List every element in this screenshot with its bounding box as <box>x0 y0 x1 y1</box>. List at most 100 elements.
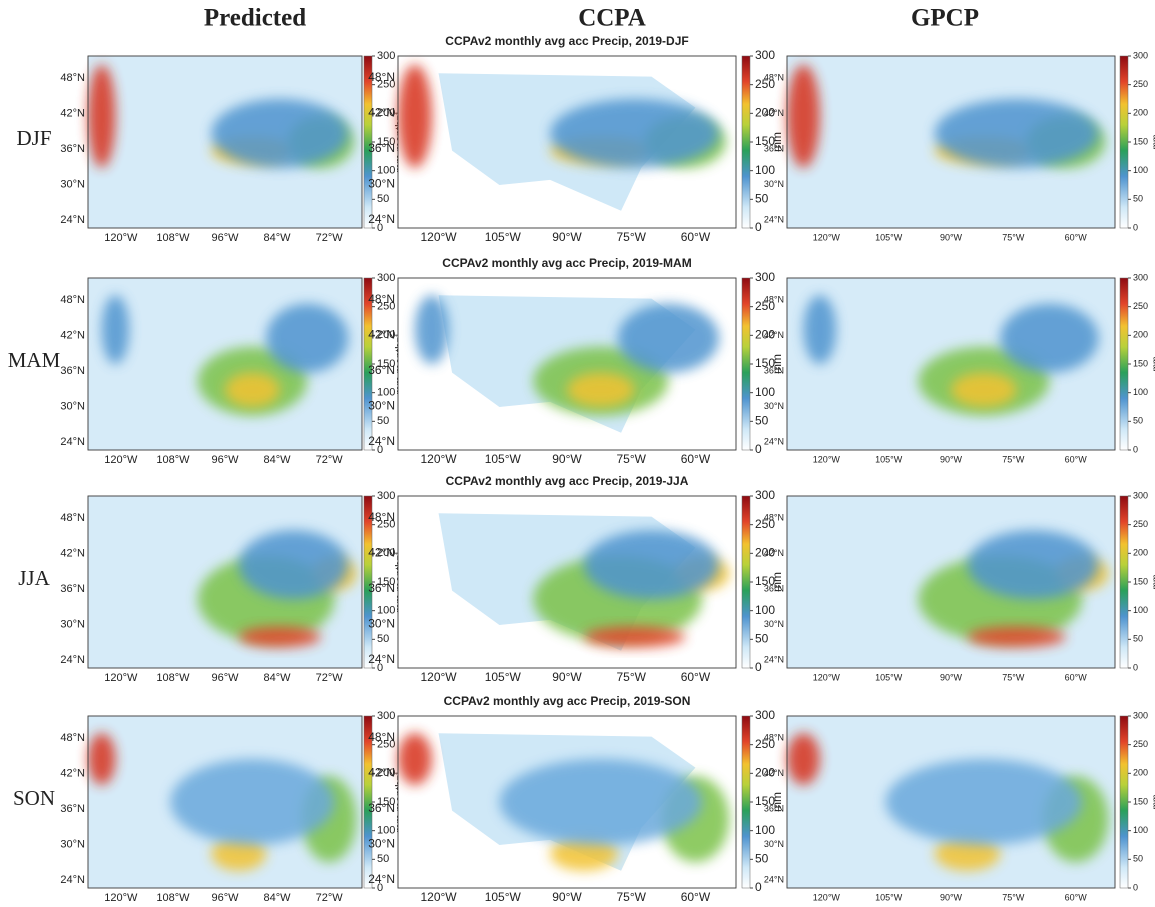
precip-area <box>885 759 1082 845</box>
lon-tick-label: 108°W <box>156 672 190 684</box>
lat-tick-label: 24°N <box>764 214 784 224</box>
lat-tick-label: 30°N <box>60 400 85 412</box>
map <box>787 716 1115 888</box>
precip-area <box>584 627 685 648</box>
precip-area <box>967 627 1065 648</box>
lon-tick-label: 75°W <box>616 670 646 684</box>
lat-tick-label: 48°N <box>60 294 85 306</box>
lat-tick-label: 24°N <box>368 652 395 666</box>
lat-tick-label: 30°N <box>764 179 784 189</box>
colorbar-tick-label: 300 <box>755 708 775 722</box>
lat-tick-label: 42°N <box>764 330 784 340</box>
lon-tick-label: 84°W <box>264 454 292 466</box>
lon-tick-label: 120°W <box>104 892 138 904</box>
lat-tick-label: 42°N <box>60 767 85 779</box>
lon-tick-label: 120°W <box>104 232 138 244</box>
lat-tick-label: 36°N <box>764 803 784 813</box>
colorbar-tick-label: 250 <box>1133 301 1148 311</box>
lat-tick-label: 42°N <box>368 766 395 780</box>
lat-tick-label: 48°N <box>764 294 784 304</box>
lon-tick-label: 96°W <box>211 672 239 684</box>
lon-tick-label: 90°W <box>940 232 963 242</box>
lon-tick-label: 105°W <box>875 892 903 902</box>
lon-tick-label: 84°W <box>264 672 292 684</box>
map <box>398 278 736 450</box>
precip-area <box>550 99 719 168</box>
lat-tick-label: 42°N <box>368 328 395 342</box>
lon-tick-label: 108°W <box>156 892 190 904</box>
lon-tick-label: 90°W <box>940 672 963 682</box>
lon-tick-label: 105°W <box>875 454 903 464</box>
colorbar-tick-label: 0 <box>755 880 762 894</box>
lat-tick-label: 48°N <box>60 512 85 524</box>
lon-tick-label: 75°W <box>1002 232 1025 242</box>
lon-tick-label: 120°W <box>420 230 457 244</box>
colorbar-tick-label: 0 <box>1133 662 1138 672</box>
row-label: SON <box>13 786 55 810</box>
lon-tick-label: 120°W <box>420 452 457 466</box>
lon-tick-label: 105°W <box>485 670 522 684</box>
colorbar-tick-label: 200 <box>1133 108 1148 118</box>
lat-tick-label: 36°N <box>764 583 784 593</box>
lat-tick-label: 48°N <box>60 72 85 84</box>
row-label: JJA <box>18 566 50 590</box>
lat-tick-label: 36°N <box>368 141 395 155</box>
lat-tick-label: 30°N <box>368 837 395 851</box>
colorbar-tick-label: 50 <box>755 632 769 646</box>
precip-area <box>266 304 348 373</box>
lon-tick-label: 60°W <box>681 230 711 244</box>
lat-tick-label: 30°N <box>764 619 784 629</box>
colorbar <box>1120 716 1128 888</box>
colorbar-tick-label: 100 <box>1133 387 1148 397</box>
lon-tick-label: 60°W <box>1065 232 1088 242</box>
column-title: Predicted <box>204 5 306 32</box>
lat-tick-label: 30°N <box>764 839 784 849</box>
lat-tick-label: 36°N <box>764 143 784 153</box>
lat-tick-label: 42°N <box>368 106 395 120</box>
colorbar-tick-label: 100 <box>755 823 775 837</box>
precip-area <box>584 530 719 599</box>
lon-tick-label: 90°W <box>552 452 582 466</box>
lon-tick-label: 108°W <box>156 454 190 466</box>
colorbar-tick-label: 100 <box>377 387 395 399</box>
precip-area <box>787 733 820 785</box>
row-label: MAM <box>8 348 61 372</box>
lat-tick-label: 48°N <box>764 512 784 522</box>
lon-tick-label: 72°W <box>316 232 344 244</box>
colorbar-tick-label: 100 <box>1133 605 1148 615</box>
map <box>398 716 736 888</box>
map <box>787 56 1115 228</box>
lon-tick-label: 75°W <box>1002 892 1025 902</box>
colorbar-label: mm <box>1150 795 1155 810</box>
precip-area <box>102 295 129 364</box>
lat-tick-label: 42°N <box>764 108 784 118</box>
precip-area <box>225 373 280 407</box>
colorbar <box>742 716 750 888</box>
lat-tick-label: 36°N <box>60 583 85 595</box>
colorbar-tick-label: 300 <box>377 50 395 62</box>
lon-tick-label: 60°W <box>1065 892 1088 902</box>
map <box>398 496 736 668</box>
colorbar-tick-label: 0 <box>1133 444 1138 454</box>
colorbar-tick-label: 0 <box>755 442 762 456</box>
colorbar-tick-label: 300 <box>1133 490 1148 500</box>
lat-tick-label: 30°N <box>764 401 784 411</box>
lon-tick-label: 105°W <box>875 232 903 242</box>
lon-tick-label: 105°W <box>485 230 522 244</box>
colorbar-tick-label: 100 <box>755 163 775 177</box>
lat-tick-label: 48°N <box>764 732 784 742</box>
row-label: DJF <box>16 126 51 150</box>
colorbar-tick-label: 100 <box>1133 825 1148 835</box>
colorbar-tick-label: 150 <box>1133 796 1148 806</box>
colorbar-tick-label: 50 <box>755 414 769 428</box>
lon-tick-label: 120°W <box>420 670 457 684</box>
colorbar-tick-label: 0 <box>755 220 762 234</box>
precip-area <box>567 373 635 407</box>
panel-title: CCPAv2 monthly avg acc Precip, 2019-MAM <box>442 256 691 270</box>
colorbar-tick-label: 300 <box>377 272 395 284</box>
precip-area <box>239 530 349 599</box>
lon-tick-label: 90°W <box>940 892 963 902</box>
colorbar <box>1120 278 1128 450</box>
colorbar-tick-label: 300 <box>1133 50 1148 60</box>
colorbar-tick-label: 150 <box>1133 136 1148 146</box>
